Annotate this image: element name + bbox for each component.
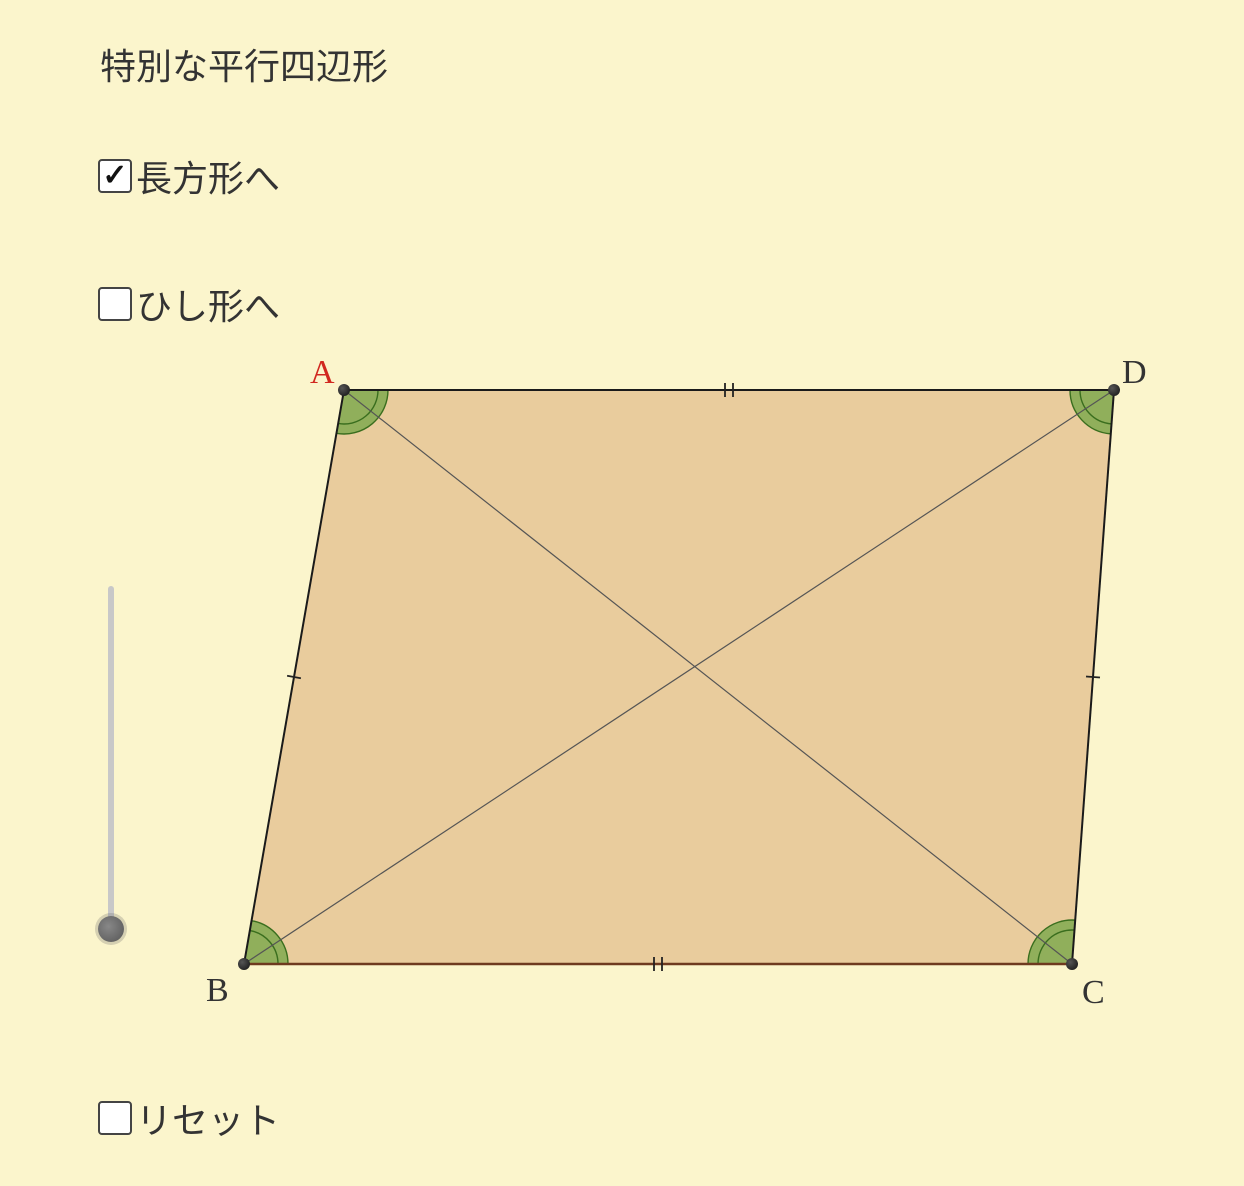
- vertex-point-d[interactable]: [1108, 384, 1120, 396]
- vertex-label-b: B: [206, 972, 229, 1010]
- vertex-point-a[interactable]: [338, 384, 350, 396]
- parallelogram-figure: [0, 0, 1244, 1186]
- vertex-label-a: A: [310, 354, 335, 392]
- vertex-label-c: C: [1082, 974, 1105, 1012]
- vertex-point-c[interactable]: [1066, 958, 1078, 970]
- vertex-point-b[interactable]: [238, 958, 250, 970]
- vertex-label-d: D: [1122, 354, 1147, 392]
